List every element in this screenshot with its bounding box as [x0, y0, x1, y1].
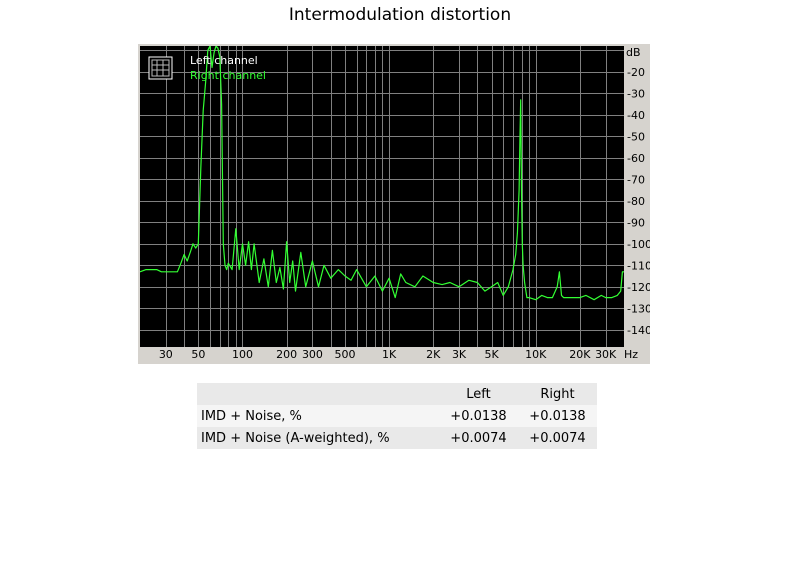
- x-tick-label: 3K: [452, 348, 467, 361]
- imd-chart: -20 -30 -40 -50 -60 -70 -80 -90 -100 -110 -120 -130…: [138, 44, 650, 364]
- legend: Left channel Right channel: [148, 54, 266, 82]
- y-tick-label: -70: [627, 173, 645, 186]
- y-tick-label: -30: [627, 87, 645, 100]
- results-row-label: IMD + Noise, %: [201, 408, 302, 424]
- y-tick-label: -80: [627, 195, 645, 208]
- y-tick-label: -40: [627, 109, 645, 122]
- legend-icon[interactable]: [148, 56, 173, 80]
- x-tick-label: 100: [232, 348, 253, 361]
- y-tick-label: -90: [627, 216, 645, 229]
- page-title: Intermodulation distortion: [288, 5, 512, 25]
- results-row: IMD + Noise, % +0.0138 +0.0138: [197, 405, 597, 427]
- results-row-right: +0.0074: [529, 430, 586, 446]
- chart-svg: -20 -30 -40 -50 -60 -70 -80 -90 -100 -110 -120 -130…: [140, 46, 650, 361]
- y-tick-label: -50: [627, 130, 645, 143]
- x-tick-label: 500: [334, 348, 355, 361]
- y-tick-label: -140: [627, 324, 650, 337]
- results-table: Left Right IMD + Noise, % +0.0138 +0.013…: [197, 383, 597, 449]
- x-tick-label: 30: [159, 348, 173, 361]
- y-tick-label: -110: [627, 259, 650, 272]
- results-row-left: +0.0074: [450, 430, 507, 446]
- results-row: IMD + Noise (A-weighted), % +0.0074 +0.0…: [197, 427, 597, 449]
- results-header-right: Right: [540, 386, 575, 402]
- series-line-right-channel: [140, 46, 624, 301]
- legend-right-channel: Right channel: [190, 69, 266, 82]
- x-unit-label: Hz: [624, 348, 638, 361]
- x-tick-label: 20K: [569, 348, 591, 361]
- results-header-left: Left: [466, 386, 491, 402]
- x-tick-label: 50: [191, 348, 205, 361]
- x-tick-label: 10K: [525, 348, 547, 361]
- x-tick-label: 200: [276, 348, 297, 361]
- results-row-right: +0.0138: [529, 408, 586, 424]
- y-tick-label: -20: [627, 66, 645, 79]
- y-tick-label: -60: [627, 152, 645, 165]
- x-tick-label: 300: [302, 348, 323, 361]
- legend-left-channel: Left channel: [190, 54, 258, 67]
- results-row-label: IMD + Noise (A-weighted), %: [201, 430, 390, 446]
- x-tick-label: 1K: [382, 348, 397, 361]
- results-header-row: Left Right: [197, 383, 597, 405]
- results-header-blank: [197, 383, 439, 405]
- x-tick-label: 2K: [426, 348, 441, 361]
- x-tick-label: 5K: [484, 348, 499, 361]
- y-unit-label: dB: [626, 46, 641, 59]
- y-tick-label: -100: [627, 238, 650, 251]
- y-tick-label: -120: [627, 281, 650, 294]
- results-row-left: +0.0138: [450, 408, 507, 424]
- x-tick-label: 30K: [595, 348, 617, 361]
- y-tick-label: -130: [627, 302, 650, 315]
